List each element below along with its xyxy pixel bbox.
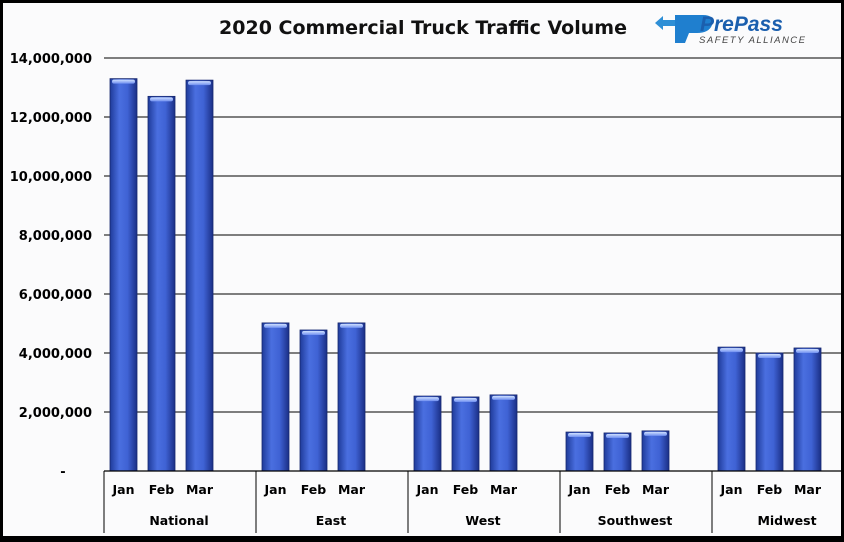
month-label: Feb [453,482,479,497]
group-label: Midwest [757,513,816,528]
bar-midwest-mar [793,347,822,472]
month-label: Feb [757,482,783,497]
month-label: Feb [605,482,631,497]
chart-title: 2020 Commercial Truck Traffic Volume [219,17,627,39]
y-tick-label: 4,000,000 [19,347,92,362]
bar-east-mar [337,322,366,472]
y-tick-label: 2,000,000 [19,406,92,421]
bar-chart: 2020 Commercial Truck Traffic Volume Pre… [10,13,841,533]
month-label: Mar [338,482,366,497]
bar-southwest-jan [565,431,594,472]
month-label: Mar [186,482,214,497]
bar-west-jan [413,395,442,472]
month-label: Mar [794,482,822,497]
bar-national-mar [185,79,214,472]
y-tick-label: 8,000,000 [19,229,92,244]
group-label: West [465,513,500,528]
month-label: Jan [264,482,287,497]
y-tick-label: 10,000,000 [10,170,92,185]
bar-national-feb [147,95,176,472]
bar-east-jan [261,322,290,472]
y-tick-label: 12,000,000 [10,111,92,126]
logo-name: PrePass [700,13,783,36]
logo-tagline: SAFETY ALLIANCE [699,35,807,46]
group-label: Southwest [598,513,673,528]
chart-frame: 2020 Commercial Truck Traffic Volume Pre… [3,3,841,536]
month-label: Feb [301,482,327,497]
prepass-logo: PrePass SAFETY ALLIANCE [655,13,807,46]
bar-midwest-feb [755,352,784,472]
bar-east-feb [299,329,328,472]
month-label: Jan [720,482,743,497]
y-tick-label: - [60,465,65,480]
bar-west-mar [489,394,518,472]
month-label: Feb [149,482,175,497]
bar-southwest-mar [641,430,670,472]
month-label: Jan [568,482,591,497]
group-label: National [149,513,208,528]
bar-national-jan [109,78,138,472]
month-label: Mar [490,482,518,497]
month-label: Jan [112,482,135,497]
bar-west-feb [451,396,480,472]
bar-midwest-jan [717,346,746,472]
y-tick-label: 6,000,000 [19,288,92,303]
month-label: Mar [642,482,670,497]
group-label: East [316,513,346,528]
month-label: Jan [416,482,439,497]
bar-southwest-feb [603,432,632,472]
y-tick-label: 14,000,000 [10,52,92,67]
